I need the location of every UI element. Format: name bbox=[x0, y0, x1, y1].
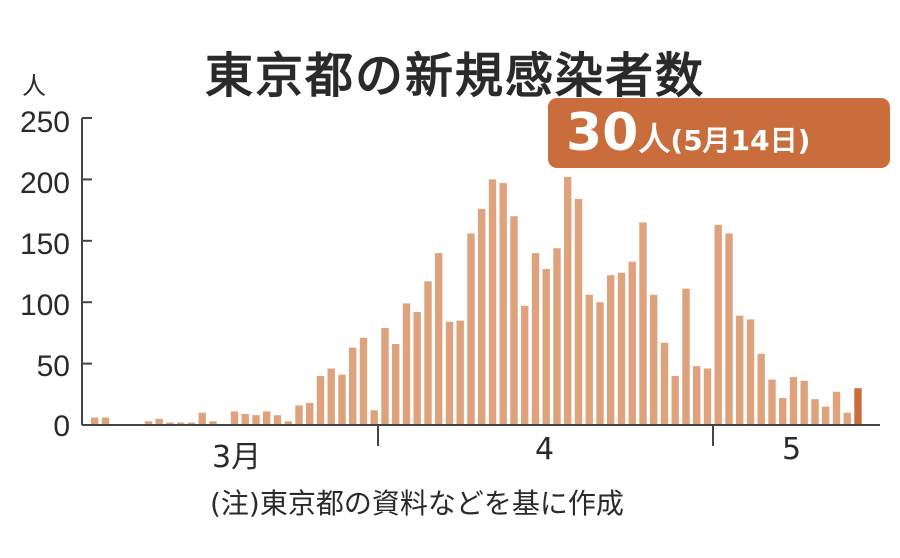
bar bbox=[91, 417, 99, 425]
bar bbox=[295, 405, 303, 425]
bar bbox=[381, 328, 389, 425]
bar bbox=[144, 421, 153, 425]
bar bbox=[392, 344, 400, 425]
bar bbox=[639, 222, 647, 425]
bar bbox=[230, 411, 239, 425]
bar bbox=[155, 418, 163, 425]
bar bbox=[714, 224, 722, 425]
bar bbox=[101, 417, 110, 425]
bar bbox=[316, 375, 325, 425]
x-tick-label: 5 bbox=[782, 432, 802, 467]
bar bbox=[338, 374, 346, 425]
chart-title: 東京都の新規感染者数 bbox=[205, 48, 706, 104]
source-note: (注)東京都の資料などを基に作成 bbox=[210, 487, 624, 520]
bar bbox=[757, 353, 765, 425]
y-tick-label: 250 bbox=[19, 106, 70, 139]
bar bbox=[306, 402, 314, 425]
bar bbox=[693, 366, 701, 425]
bar bbox=[424, 281, 432, 425]
bar bbox=[177, 422, 185, 425]
y-tick-label: 0 bbox=[53, 410, 70, 443]
bar bbox=[284, 421, 292, 425]
bar bbox=[843, 412, 851, 425]
bar bbox=[660, 342, 669, 425]
bar bbox=[521, 305, 529, 425]
bar bbox=[273, 415, 282, 425]
y-tick-label: 50 bbox=[36, 350, 70, 383]
bar bbox=[445, 321, 454, 425]
bar bbox=[703, 368, 712, 425]
x-tick-label: 4 bbox=[535, 432, 555, 467]
bar bbox=[617, 272, 626, 425]
callout-value: 30 bbox=[566, 103, 639, 163]
x-tick-label: 3月 bbox=[212, 440, 262, 475]
bar bbox=[746, 319, 755, 425]
bar bbox=[768, 379, 776, 425]
bar bbox=[349, 347, 357, 425]
callout-unit: 人 bbox=[638, 120, 671, 158]
bar bbox=[832, 391, 841, 425]
bar bbox=[553, 248, 561, 425]
bar bbox=[736, 315, 744, 425]
bar bbox=[327, 368, 335, 425]
bar bbox=[800, 380, 808, 425]
callout-date: (5月14日) bbox=[670, 124, 811, 157]
bar bbox=[596, 302, 604, 425]
bar bbox=[166, 422, 174, 425]
bar bbox=[187, 422, 196, 425]
bar bbox=[263, 411, 271, 425]
bar bbox=[628, 261, 636, 425]
y-tick-label: 200 bbox=[19, 167, 70, 200]
bar bbox=[370, 410, 378, 425]
bar bbox=[488, 179, 497, 425]
bar bbox=[822, 406, 830, 425]
bar bbox=[811, 399, 819, 425]
y-tick-label: 100 bbox=[19, 289, 70, 322]
bar bbox=[542, 269, 550, 425]
bar bbox=[252, 415, 260, 425]
bar bbox=[198, 412, 206, 425]
bar bbox=[413, 312, 421, 425]
bar bbox=[789, 377, 798, 425]
bar bbox=[499, 183, 507, 425]
bar bbox=[682, 288, 690, 425]
bar bbox=[531, 253, 540, 425]
bar bbox=[779, 398, 787, 425]
bar bbox=[359, 337, 368, 425]
bar bbox=[650, 294, 658, 425]
bar bbox=[607, 275, 615, 425]
bar bbox=[585, 294, 593, 425]
bar bbox=[854, 388, 862, 425]
bar bbox=[209, 421, 217, 425]
bar bbox=[510, 216, 518, 425]
bar bbox=[241, 413, 249, 425]
bar bbox=[456, 320, 464, 425]
bar bbox=[435, 253, 443, 425]
bar bbox=[478, 208, 486, 425]
bar bbox=[467, 233, 475, 425]
bar bbox=[564, 176, 572, 425]
bar bbox=[574, 199, 583, 425]
latest-value-callout: 30人(5月14日) bbox=[548, 98, 890, 168]
bar bbox=[725, 233, 733, 425]
y-tick-label: 150 bbox=[19, 228, 70, 261]
y-axis-unit: 人 bbox=[22, 72, 46, 100]
bar bbox=[402, 303, 411, 425]
bar bbox=[671, 375, 679, 425]
